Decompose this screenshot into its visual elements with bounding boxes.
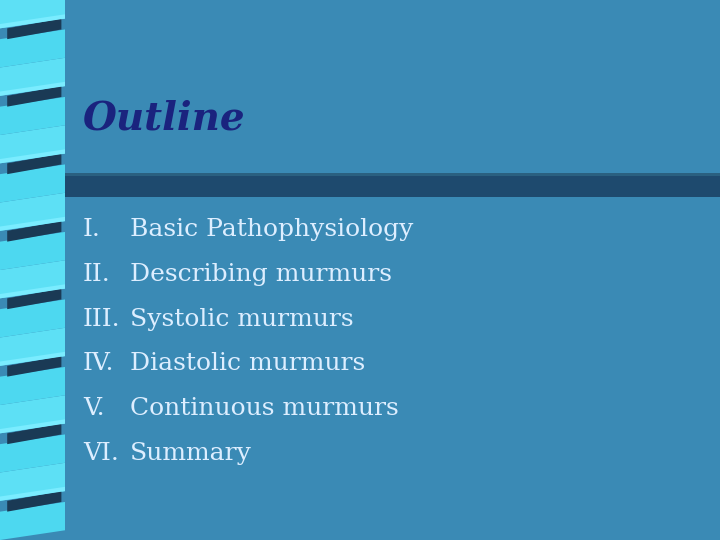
Text: Systolic murmurs: Systolic murmurs [130, 308, 354, 330]
Polygon shape [7, 86, 61, 106]
Polygon shape [0, 395, 65, 433]
Polygon shape [0, 97, 65, 135]
Polygon shape [0, 487, 65, 501]
Text: II.: II. [83, 263, 111, 286]
Polygon shape [0, 125, 65, 163]
Polygon shape [7, 491, 61, 512]
Polygon shape [0, 29, 65, 68]
Text: Describing murmurs: Describing murmurs [130, 263, 392, 286]
Polygon shape [0, 367, 65, 405]
Polygon shape [0, 14, 65, 28]
Polygon shape [0, 419, 65, 433]
Polygon shape [7, 153, 61, 174]
Polygon shape [0, 149, 65, 163]
Polygon shape [7, 356, 61, 377]
Polygon shape [0, 260, 65, 298]
FancyBboxPatch shape [65, 173, 720, 197]
Text: Summary: Summary [130, 442, 251, 465]
Polygon shape [0, 463, 65, 501]
Text: V.: V. [83, 397, 104, 420]
Polygon shape [7, 288, 61, 309]
Polygon shape [0, 193, 65, 231]
Text: Continuous murmurs: Continuous murmurs [130, 397, 398, 420]
FancyBboxPatch shape [65, 0, 720, 540]
Polygon shape [7, 221, 61, 241]
Polygon shape [0, 299, 65, 338]
Polygon shape [0, 82, 65, 96]
FancyBboxPatch shape [65, 173, 720, 176]
Polygon shape [0, 164, 65, 202]
Text: I.: I. [83, 218, 101, 241]
Polygon shape [7, 18, 61, 39]
Polygon shape [0, 328, 65, 366]
Text: Diastolic murmurs: Diastolic murmurs [130, 353, 365, 375]
Polygon shape [0, 434, 65, 472]
Polygon shape [0, 232, 65, 270]
Polygon shape [0, 352, 65, 366]
Polygon shape [0, 284, 65, 298]
Text: Basic Pathophysiology: Basic Pathophysiology [130, 218, 413, 241]
Polygon shape [0, 0, 65, 28]
Text: III.: III. [83, 308, 120, 330]
Text: IV.: IV. [83, 353, 114, 375]
Polygon shape [0, 502, 65, 540]
Polygon shape [0, 217, 65, 231]
Text: VI.: VI. [83, 442, 119, 465]
Text: Outline: Outline [83, 100, 246, 138]
Polygon shape [7, 423, 61, 444]
Polygon shape [0, 58, 65, 96]
